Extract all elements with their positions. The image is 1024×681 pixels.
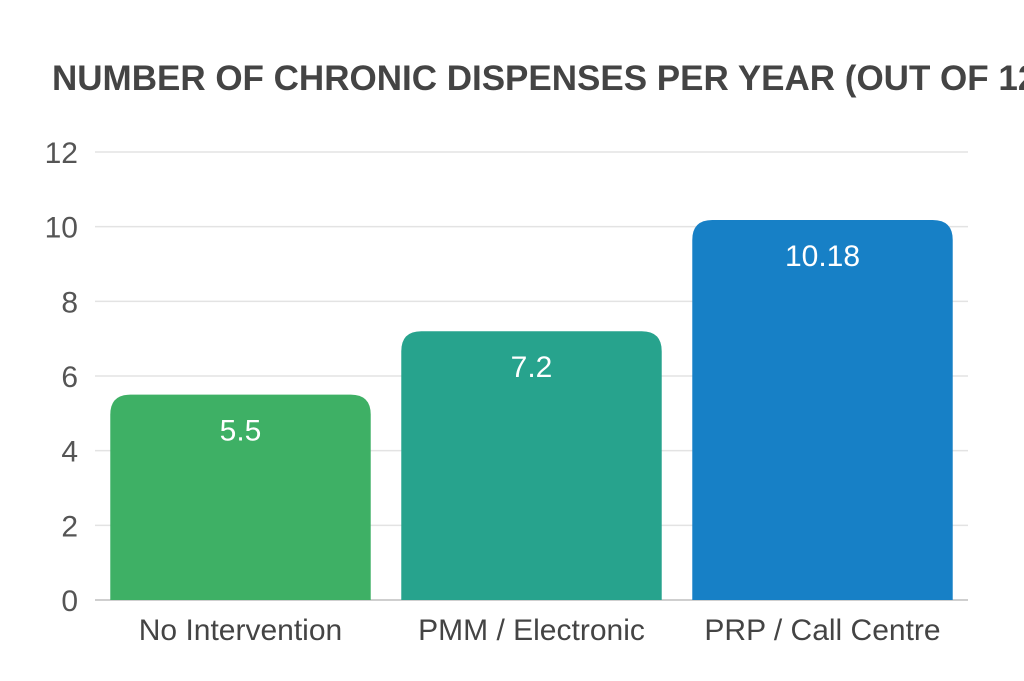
y-tick-label: 8 bbox=[61, 286, 78, 319]
data-label: 5.5 bbox=[220, 415, 262, 448]
x-tick-label: PMM / Electronic bbox=[418, 614, 645, 647]
y-tick-label: 4 bbox=[61, 436, 78, 469]
y-tick-label: 0 bbox=[61, 585, 78, 618]
y-tick-label: 6 bbox=[61, 361, 78, 394]
x-tick-label: No Intervention bbox=[139, 614, 342, 647]
bars: 5.5 7.2 10.18 bbox=[110, 219, 953, 601]
y-axis: 0 2 4 6 8 10 12 bbox=[45, 137, 78, 618]
y-tick-label: 12 bbox=[45, 137, 78, 170]
bar bbox=[692, 219, 953, 601]
bar bbox=[110, 394, 371, 600]
chart-title: NUMBER OF CHRONIC DISPENSES PER YEAR (OU… bbox=[52, 59, 1024, 98]
y-tick-label: 2 bbox=[61, 510, 78, 543]
bar bbox=[401, 331, 662, 600]
x-axis: No Intervention PMM / Electronic PRP / Cal… bbox=[139, 614, 941, 647]
y-tick-label: 10 bbox=[45, 212, 78, 245]
data-label: 7.2 bbox=[511, 351, 553, 384]
data-label: 10.18 bbox=[785, 240, 860, 273]
x-tick-label: PRP / Call Centre bbox=[704, 614, 940, 647]
